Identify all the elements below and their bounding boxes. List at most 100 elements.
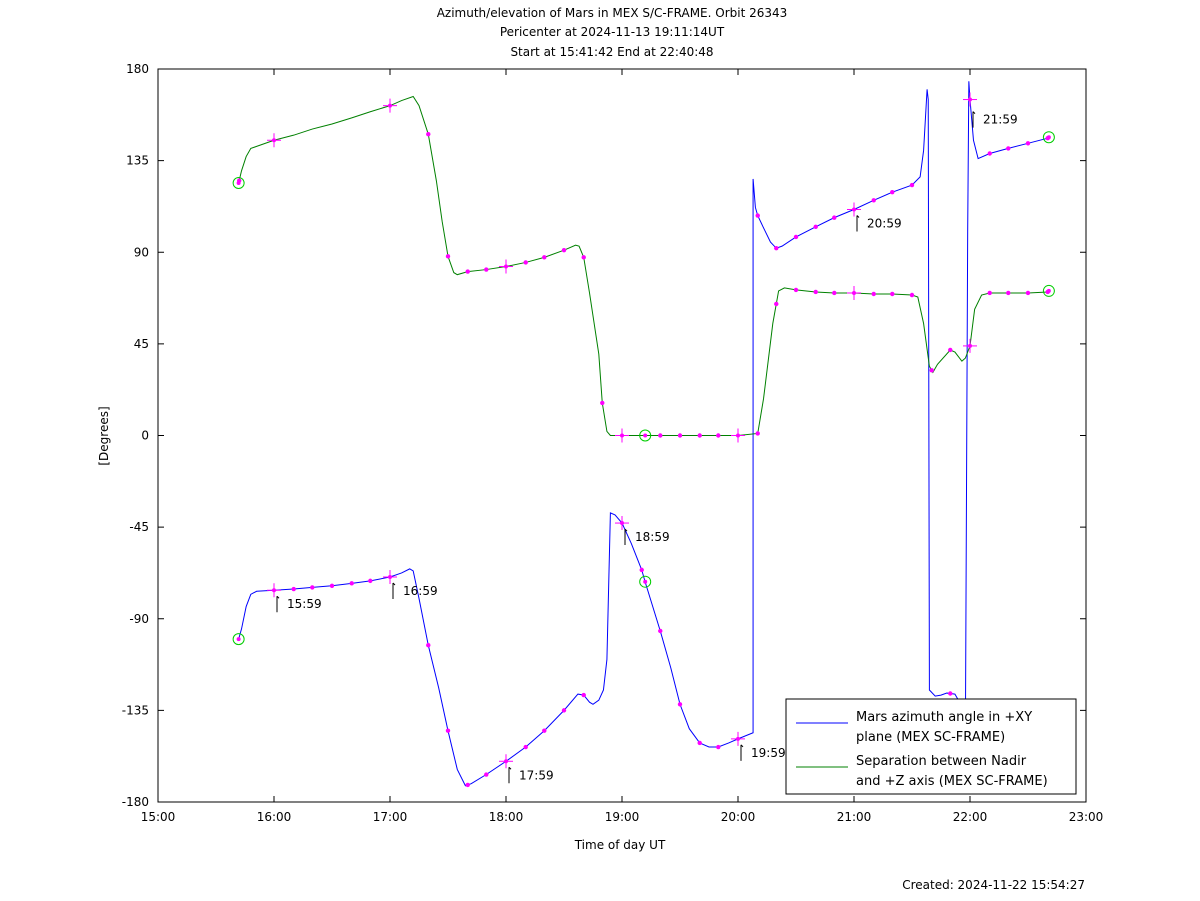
series-marker-dot bbox=[465, 782, 470, 788]
hour-cross-dot bbox=[504, 264, 508, 269]
endpoint-circle bbox=[639, 575, 652, 588]
series-marker-dot bbox=[465, 269, 470, 274]
legend-box bbox=[785, 698, 1077, 795]
series-marker-dot bbox=[755, 213, 760, 218]
hour-cross-dot bbox=[736, 433, 740, 438]
series-marker-dot bbox=[948, 691, 953, 696]
series-line-0 bbox=[238, 81, 1050, 787]
hour-cross-dot bbox=[968, 343, 972, 348]
y-tick-label: -90 bbox=[129, 612, 149, 626]
series-marker-dot bbox=[813, 224, 818, 229]
series-marker-dot bbox=[542, 728, 547, 733]
legend: Mars azimuth angle in +XY plane (MEX SC-… bbox=[785, 698, 1077, 795]
y-tick-label: -135 bbox=[122, 703, 149, 717]
annotation-label: 15:59 bbox=[287, 597, 322, 611]
series-marker-dot bbox=[329, 583, 335, 588]
series-marker-dot bbox=[774, 245, 779, 251]
annotation-tick-hook bbox=[624, 528, 628, 532]
series-marker-dot bbox=[948, 347, 953, 353]
x-tick-label: 22:00 bbox=[953, 810, 988, 824]
annotation-layer: 15:59 16:59 17:59 18:59 19:59 20:59 21:59 bbox=[276, 111, 1018, 784]
series-marker-dot bbox=[832, 290, 837, 296]
series-marker-dot bbox=[484, 267, 489, 272]
series-marker-dot bbox=[813, 289, 818, 295]
series-marker-dot bbox=[890, 291, 895, 297]
annotation-tick-hook bbox=[276, 595, 280, 599]
marker-layer bbox=[232, 92, 1055, 788]
series-marker-dot bbox=[793, 287, 799, 293]
series-marker-dot bbox=[426, 643, 431, 648]
legend-label-separation-line-2: and +Z axis (MEX SC-FRAME) bbox=[856, 774, 1048, 789]
x-tick-label: 16:00 bbox=[257, 810, 292, 824]
time-annotation: 15:59 bbox=[276, 595, 322, 613]
series-marker-dot bbox=[523, 744, 528, 750]
x-tick-label: 17:00 bbox=[373, 810, 408, 824]
annotation-tick-hook bbox=[740, 744, 744, 748]
time-annotation: 19:59 bbox=[740, 744, 786, 761]
annotation-tick-hook bbox=[856, 215, 860, 218]
series-marker-dot bbox=[929, 368, 934, 373]
endpoint-circle bbox=[232, 633, 245, 646]
series-marker-dot bbox=[774, 301, 779, 307]
series-marker-dot bbox=[871, 198, 876, 203]
series-marker-dot bbox=[890, 189, 895, 195]
endpoint-circle bbox=[639, 429, 652, 442]
chart-title-line-2: Pericenter at 2024-11-13 19:11:14UT bbox=[500, 25, 725, 39]
series-marker-dot bbox=[1006, 146, 1011, 151]
series-marker-dot bbox=[368, 578, 373, 584]
created-footer: Created: 2024-11-22 15:54:27 bbox=[902, 878, 1085, 892]
series-marker-dot bbox=[1006, 290, 1011, 296]
x-tick-label: 18:00 bbox=[489, 810, 524, 824]
x-tick-label: 23:00 bbox=[1069, 810, 1104, 824]
time-annotation: 17:59 bbox=[508, 766, 554, 784]
series-marker-dot bbox=[697, 433, 702, 438]
series-marker-dot bbox=[677, 433, 683, 438]
x-tick-label: 19:00 bbox=[605, 810, 640, 824]
time-annotation: 21:59 bbox=[972, 111, 1018, 128]
series-marker-dot bbox=[909, 292, 915, 298]
endpoint-dot bbox=[236, 637, 241, 642]
annotation-tick-hook bbox=[508, 766, 512, 770]
series-marker-dot bbox=[716, 433, 721, 438]
annotation-tick-hook bbox=[972, 111, 976, 115]
series-marker-dot bbox=[658, 628, 663, 634]
chart-title-line-3: Start at 15:41:42 End at 22:40:48 bbox=[510, 45, 713, 59]
x-tick-label: 21:00 bbox=[837, 810, 872, 824]
hour-cross-dot bbox=[968, 97, 972, 102]
time-annotation: 18:59 bbox=[624, 528, 670, 546]
series-layer bbox=[238, 81, 1050, 787]
hour-cross-dot bbox=[736, 736, 740, 741]
series-marker-dot bbox=[987, 290, 992, 296]
series-marker-dot bbox=[484, 772, 489, 777]
time-annotation: 16:59 bbox=[392, 582, 438, 600]
y-tick-label: -180 bbox=[122, 795, 149, 809]
endpoint-dot bbox=[1046, 135, 1051, 140]
series-marker-dot bbox=[445, 728, 451, 733]
endpoint-dot bbox=[643, 579, 648, 584]
series-marker-dot bbox=[426, 131, 431, 137]
hour-cross-dot bbox=[620, 433, 624, 438]
legend-label-azimuth-line-2: plane (MEX SC-FRAME) bbox=[856, 730, 1005, 745]
y-tick-label: 135 bbox=[126, 154, 149, 168]
series-marker-dot bbox=[600, 400, 605, 406]
endpoint-dot bbox=[236, 181, 241, 186]
hour-cross-dot bbox=[272, 588, 276, 593]
series-marker-dot bbox=[291, 586, 296, 592]
series-marker-dot bbox=[755, 431, 760, 436]
endpoint-circle bbox=[232, 177, 245, 190]
y-axis-label: [Degrees] bbox=[97, 406, 111, 465]
annotation-label: 21:59 bbox=[983, 113, 1018, 127]
endpoint-circle bbox=[1042, 131, 1055, 144]
y-tick-label: 0 bbox=[141, 429, 149, 443]
series-marker-dot bbox=[987, 151, 992, 156]
x-axis: 15:00 16:00 17:00 18:00 19:00 20:00 21:00 22:00… bbox=[141, 69, 1104, 824]
x-tick-label: 15:00 bbox=[141, 810, 176, 824]
series-marker-dot bbox=[1025, 290, 1031, 296]
endpoint-circle bbox=[1042, 284, 1055, 297]
hour-cross-dot bbox=[852, 207, 856, 212]
legend-label-azimuth-line-1: Mars azimuth angle in +XY bbox=[856, 710, 1032, 725]
annotation-label: 17:59 bbox=[519, 768, 554, 782]
series-marker-dot bbox=[310, 585, 315, 590]
series-marker-dot bbox=[581, 692, 586, 698]
